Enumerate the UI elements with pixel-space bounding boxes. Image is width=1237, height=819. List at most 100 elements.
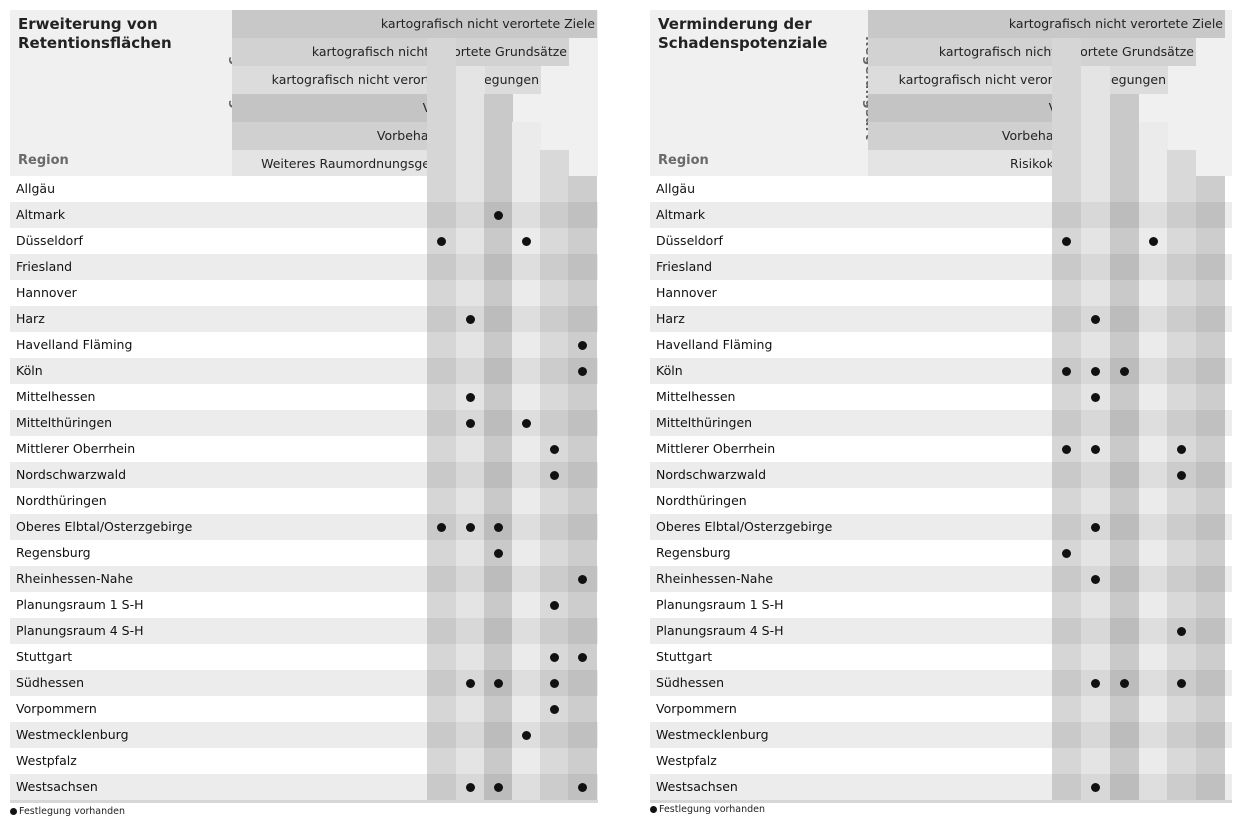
- regelungsart-level-label: Risikokarte: [868, 150, 1081, 178]
- regelungsart-cell: [484, 410, 513, 436]
- festlegung-dot: [1091, 523, 1100, 532]
- table-row: Südhessen: [10, 670, 598, 696]
- regelungsart-cell: [512, 358, 541, 384]
- table-row: Planungsraum 1 S-H: [650, 592, 1232, 618]
- festlegung-dot: [522, 419, 531, 428]
- regelungsart-cell: [1196, 384, 1225, 410]
- regelungsart-cell: [1110, 644, 1139, 670]
- table-row: Westsachsen: [650, 774, 1232, 800]
- region-name: Westmecklenburg: [16, 727, 129, 742]
- table-row: Düsseldorf: [650, 228, 1232, 254]
- regelungsart-cell: [1196, 410, 1225, 436]
- regelungsart-cell: [1167, 358, 1196, 384]
- regelungsart-cell: [540, 436, 569, 462]
- regelungsart-cell: [484, 748, 513, 774]
- table-row: Havelland Fläming: [650, 332, 1232, 358]
- regelungsart-cell: [1167, 254, 1196, 280]
- table-row: Mittelhessen: [650, 384, 1232, 410]
- region-rows: Allgäu Altmark Düsseldorf Friesland Hannover…: [650, 176, 1232, 800]
- panel-retentionsflaechen: Erweiterung von Retentionsflächen Regelu…: [10, 10, 598, 803]
- festlegung-dot: [466, 419, 475, 428]
- regelungsart-cell: [427, 228, 456, 254]
- regelungsart-cell: [512, 748, 541, 774]
- regelungsart-cell: [1081, 280, 1110, 306]
- regelungsart-cell: [427, 280, 456, 306]
- regelungsart-cell: [1139, 228, 1168, 254]
- table-row: Rheinhessen-Nahe: [650, 566, 1232, 592]
- regelungsart-cell: [484, 254, 513, 280]
- regelungsart-cell: [512, 670, 541, 696]
- regelungsart-cell: [484, 436, 513, 462]
- region-name: Altmark: [16, 207, 66, 222]
- regelungsart-cell: [456, 566, 485, 592]
- regelungsart-cell: [1139, 566, 1168, 592]
- regelungsart-cell: [540, 514, 569, 540]
- panel-schadenspotenziale: Verminderung der Schadenspotenziale Rege…: [650, 10, 1232, 803]
- legend-text: Festlegung vorhanden: [19, 806, 126, 817]
- region-name: Planungsraum 1 S-H: [656, 597, 784, 612]
- regelungsart-cell: [540, 722, 569, 748]
- region-name: Mittelthüringen: [16, 415, 113, 430]
- regelungsart-cell: [427, 670, 456, 696]
- regelungsart-cell: [1167, 748, 1196, 774]
- table-row: Vorpommern: [650, 696, 1232, 722]
- region-name: Hannover: [656, 285, 717, 300]
- header-column-stripe: [484, 94, 513, 176]
- regelungsart-cell: [540, 566, 569, 592]
- festlegung-dot: [494, 211, 503, 220]
- festlegung-dot: [550, 653, 559, 662]
- regelungsart-cell: [1139, 462, 1168, 488]
- regelungsart-cell: [1052, 280, 1081, 306]
- regelungsart-cell: [456, 488, 485, 514]
- regelungsart-cell: [1196, 228, 1225, 254]
- regelungsart-cell: [1052, 488, 1081, 514]
- regelungsart-cell: [1196, 722, 1225, 748]
- regelungsart-cell: [512, 540, 541, 566]
- regelungsart-cell: [540, 644, 569, 670]
- regelungsart-cell: [427, 618, 456, 644]
- regelungsart-cell: [568, 540, 597, 566]
- regelungsart-cell: [1081, 384, 1110, 410]
- table-row: Oberes Elbtal/Osterzgebirge: [650, 514, 1232, 540]
- regelungsart-cell: [427, 384, 456, 410]
- table-row: Hannover: [650, 280, 1232, 306]
- regelungsart-cell: [1139, 696, 1168, 722]
- table-row: Köln: [10, 358, 598, 384]
- region-name: Havelland Fläming: [656, 337, 773, 352]
- regelungsart-cell: [1052, 436, 1081, 462]
- regelungsart-cell: [1139, 592, 1168, 618]
- table-row: Altmark: [650, 202, 1232, 228]
- regelungsart-cell: [484, 488, 513, 514]
- festlegung-dot: [494, 523, 503, 532]
- regelungsart-cell: [427, 254, 456, 280]
- regelungsart-cell: [568, 592, 597, 618]
- regelungsart-cell: [1052, 176, 1081, 202]
- region-name: Planungsraum 1 S-H: [16, 597, 144, 612]
- regelungsart-cell: [512, 722, 541, 748]
- regelungsart-cell: [512, 566, 541, 592]
- table-row: Nordschwarzwald: [650, 462, 1232, 488]
- regelungsart-cell: [1167, 514, 1196, 540]
- region-name: Nordthüringen: [16, 493, 107, 508]
- regelungsart-cell: [512, 176, 541, 202]
- region-name: Südhessen: [16, 675, 85, 690]
- regelungsart-cell: [568, 254, 597, 280]
- regelungsart-cell: [1052, 228, 1081, 254]
- regelungsart-cell: [512, 514, 541, 540]
- regelungsart-cell: [568, 514, 597, 540]
- table-row: Mittlerer Oberrhein: [650, 436, 1232, 462]
- regelungsart-cell: [1052, 254, 1081, 280]
- regelungsart-cell: [456, 254, 485, 280]
- regelungsart-cell: [1110, 462, 1139, 488]
- regelungsart-cell: [484, 280, 513, 306]
- regelungsart-cell: [1081, 436, 1110, 462]
- table-header: Verminderung der Schadenspotenziale Rege…: [650, 10, 1232, 178]
- regelungsart-cell: [1167, 384, 1196, 410]
- festlegung-dot: [466, 783, 475, 792]
- regelungsart-cell: [512, 332, 541, 358]
- regelungsart-level-label: kartografisch nicht verortete Ziele: [232, 10, 597, 38]
- region-name: Westsachsen: [656, 779, 738, 794]
- regelungsart-cell: [1139, 332, 1168, 358]
- table-row: Allgäu: [10, 176, 598, 202]
- regelungsart-cell: [427, 488, 456, 514]
